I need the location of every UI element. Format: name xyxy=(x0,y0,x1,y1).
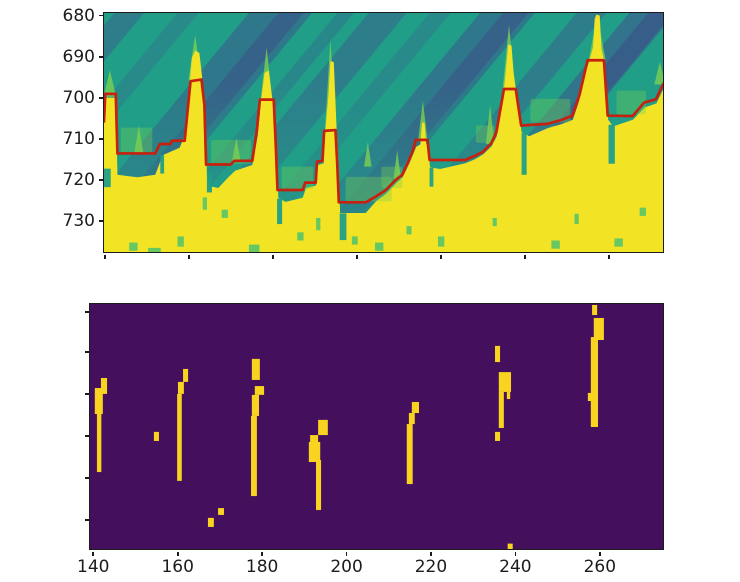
y-tick-mark-lower xyxy=(84,435,90,437)
red-boundary-line xyxy=(104,59,664,204)
y-tick-mark xyxy=(98,179,104,181)
y-tick-mark-lower xyxy=(84,519,90,521)
y-tick-mark xyxy=(98,55,104,58)
lower-heatmap-canvas xyxy=(90,304,664,550)
y-tick-mark xyxy=(98,96,104,99)
y-tick-mark-lower xyxy=(84,393,90,395)
y-tick-label: 700 xyxy=(62,87,95,108)
x-tick-mark-upper xyxy=(524,254,526,260)
y-tick-mark xyxy=(98,14,104,17)
y-tick-mark-lower xyxy=(84,311,90,313)
x-tick-mark-lower xyxy=(261,551,263,557)
x-tick-label: 180 xyxy=(245,557,279,577)
mask-segments xyxy=(95,305,605,550)
x-tick-mark-upper xyxy=(272,254,274,260)
y-tick-label: 690 xyxy=(62,46,95,67)
x-tick-mark-lower xyxy=(514,551,517,557)
y-tick-mark-lower xyxy=(84,351,90,353)
green-speckles xyxy=(129,197,647,253)
x-tick-label: 220 xyxy=(414,557,448,577)
lower-heatmap-panel xyxy=(89,303,665,551)
teal-notches xyxy=(104,124,616,241)
y-tick-mark xyxy=(98,220,104,222)
x-tick-mark-upper xyxy=(440,254,442,260)
x-tick-mark-lower xyxy=(92,551,95,557)
x-tick-label: 140 xyxy=(77,557,110,577)
x-tick-label: 200 xyxy=(330,557,363,577)
y-tick-mark-lower xyxy=(84,477,90,479)
x-tick-label: 260 xyxy=(583,557,617,577)
y-tick-label: 710 xyxy=(62,128,95,149)
x-tick-label: 160 xyxy=(161,557,194,577)
y-tick-label: 720 xyxy=(62,169,95,190)
x-tick-mark-upper xyxy=(608,254,610,260)
yellow-region xyxy=(104,14,664,253)
y-tick-label: 680 xyxy=(62,5,95,26)
x-tick-mark-upper xyxy=(104,254,106,260)
upper-heatmap-panel xyxy=(103,12,665,254)
x-tick-mark-lower xyxy=(345,551,348,557)
x-tick-mark-upper xyxy=(188,254,190,260)
x-tick-mark-upper xyxy=(356,254,358,260)
x-tick-mark-lower xyxy=(598,551,601,557)
y-tick-label: 730 xyxy=(62,210,95,231)
y-tick-mark xyxy=(98,137,104,140)
x-tick-mark-lower xyxy=(430,551,432,557)
x-tick-mark-lower xyxy=(176,551,179,557)
x-tick-label: 240 xyxy=(499,557,532,577)
upper-heatmap-canvas xyxy=(104,13,664,253)
